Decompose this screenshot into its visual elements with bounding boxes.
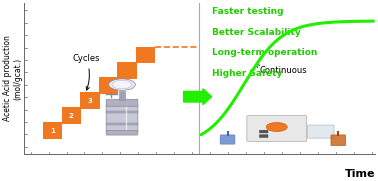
Circle shape [108,79,135,90]
Text: Continuous: Continuous [256,64,307,75]
FancyBboxPatch shape [136,47,155,63]
FancyBboxPatch shape [119,91,125,100]
Text: Time: Time [345,169,375,179]
FancyBboxPatch shape [106,104,138,132]
FancyBboxPatch shape [43,123,62,139]
FancyArrow shape [184,89,212,105]
Text: 2: 2 [69,113,74,119]
FancyBboxPatch shape [62,107,81,124]
FancyBboxPatch shape [260,130,268,133]
Y-axis label: Acetic Acid production
(mol/gcat.): Acetic Acid production (mol/gcat.) [3,36,22,121]
Text: Faster testing: Faster testing [212,7,283,16]
FancyBboxPatch shape [331,135,346,146]
FancyBboxPatch shape [106,130,138,135]
FancyBboxPatch shape [106,111,138,113]
FancyBboxPatch shape [106,99,138,106]
Text: Long-term operation: Long-term operation [212,48,317,57]
FancyBboxPatch shape [247,116,307,141]
FancyBboxPatch shape [220,135,235,144]
Circle shape [112,80,132,89]
FancyBboxPatch shape [80,92,99,109]
Text: Better Scalability: Better Scalability [212,28,301,37]
FancyBboxPatch shape [99,77,118,94]
Circle shape [266,123,287,132]
Text: 3: 3 [87,98,92,104]
FancyBboxPatch shape [118,62,137,79]
Text: 1: 1 [50,128,55,134]
Text: Higher Safety: Higher Safety [212,69,282,78]
FancyBboxPatch shape [260,135,268,137]
FancyBboxPatch shape [307,125,334,138]
FancyBboxPatch shape [106,123,138,125]
Text: Cycles: Cycles [73,54,100,90]
